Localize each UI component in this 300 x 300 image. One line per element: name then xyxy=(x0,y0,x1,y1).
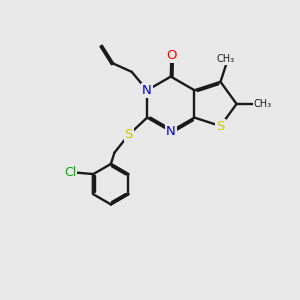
Text: CH₃: CH₃ xyxy=(254,99,272,109)
Text: CH₃: CH₃ xyxy=(217,54,235,64)
Text: S: S xyxy=(216,120,225,133)
Text: N: N xyxy=(142,84,152,97)
Text: N: N xyxy=(166,125,176,138)
Text: O: O xyxy=(166,49,177,62)
Text: Cl: Cl xyxy=(64,166,76,179)
Text: S: S xyxy=(124,128,133,141)
